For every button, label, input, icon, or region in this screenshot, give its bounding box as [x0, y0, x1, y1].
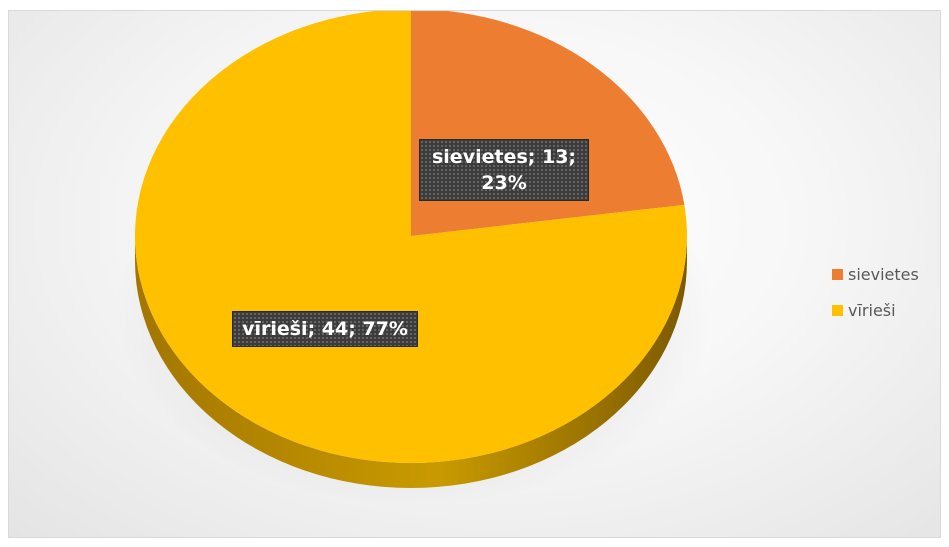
pie-chart	[114, 11, 714, 506]
legend-label-sievietes: sievietes	[848, 264, 919, 284]
data-label-sievietes: sievietes; 13; 23%	[419, 139, 589, 201]
legend-label-virieski: vīrieši	[848, 300, 896, 320]
chart-area: sievietes; 13; 23% vīrieši; 44; 77% siev…	[8, 10, 941, 538]
pie-slice-viriesi[interactable]	[135, 11, 687, 463]
legend-swatch-virieski	[832, 304, 843, 316]
legend: sievietes vīrieši	[832, 263, 919, 335]
data-label-virieski: vīrieši; 44; 77%	[232, 311, 418, 347]
legend-item-virieski[interactable]: vīrieši	[832, 299, 919, 321]
legend-swatch-sievietes	[832, 268, 843, 280]
legend-item-sievietes[interactable]: sievietes	[832, 263, 919, 285]
pie-tops	[135, 11, 687, 463]
pie-slice-sievietes[interactable]	[411, 11, 685, 236]
